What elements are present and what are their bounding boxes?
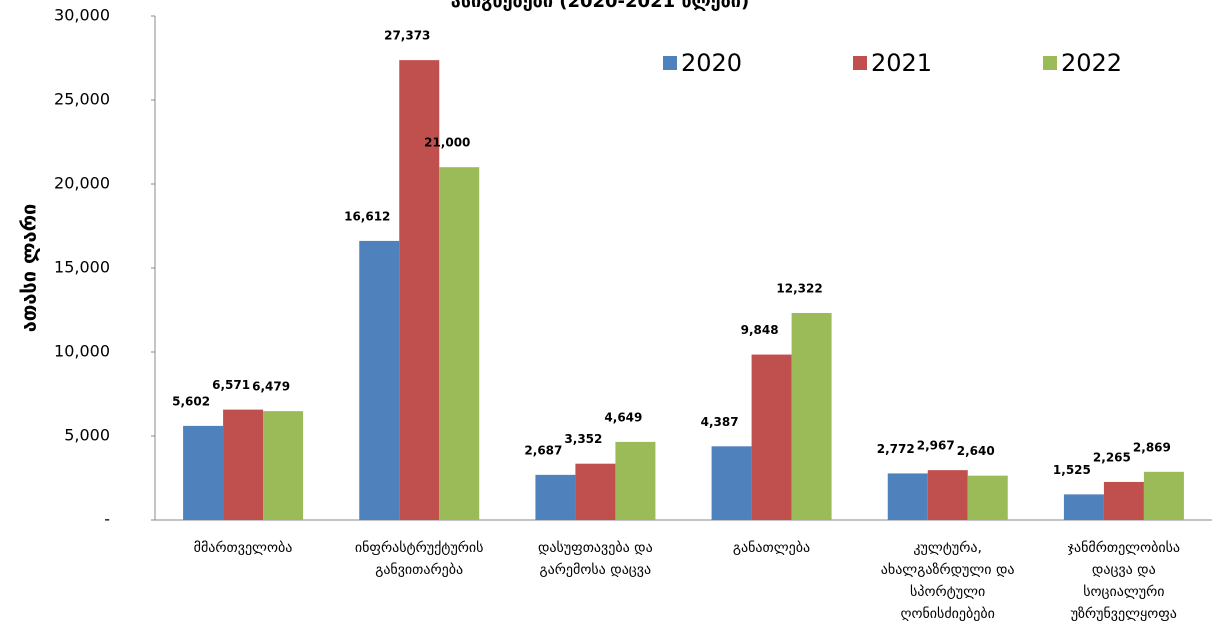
legend-swatch — [663, 56, 677, 70]
bar — [927, 470, 968, 520]
data-label: 6,479 — [252, 380, 290, 394]
bar — [359, 240, 400, 520]
bar — [535, 474, 576, 520]
bar — [751, 354, 792, 520]
data-label: 2,687 — [524, 443, 562, 457]
y-tick-label: 20,000 — [54, 174, 110, 193]
bar — [887, 473, 928, 520]
x-tick-label: კულტურა, ახალგაზრდული და სპორტული ღონისძ… — [880, 540, 1015, 622]
y-axis-label: ათასი ლარი — [17, 204, 41, 333]
data-label: 5,602 — [172, 394, 210, 408]
data-label: 16,612 — [344, 209, 390, 223]
data-label: 1,525 — [1053, 463, 1091, 477]
legend-label: 2021 — [871, 49, 932, 77]
bar — [439, 167, 480, 520]
y-tick-label: 10,000 — [54, 342, 110, 361]
data-label: 27,373 — [384, 29, 430, 43]
legend-swatch — [853, 56, 867, 70]
data-label: 3,352 — [564, 432, 602, 446]
legend-label: 2020 — [681, 49, 742, 77]
data-label: 2,967 — [917, 439, 955, 453]
data-label: 4,649 — [604, 410, 642, 424]
y-tick-label: 5,000 — [64, 426, 110, 445]
x-tick-label: მმართველობა — [193, 540, 293, 556]
x-tick-label: ინფრასტრუქტურის განვითარება — [354, 540, 484, 578]
bar — [263, 411, 304, 520]
data-label: 2,869 — [1133, 440, 1171, 454]
bar — [575, 463, 616, 520]
y-tick-label: 30,000 — [54, 6, 110, 25]
data-label: 2,640 — [957, 444, 995, 458]
y-tick-label: 15,000 — [54, 258, 110, 277]
data-label: 21,000 — [424, 136, 470, 150]
data-label: 2,265 — [1093, 450, 1131, 464]
data-label: 12,322 — [776, 281, 822, 295]
bar — [967, 475, 1008, 520]
bar — [615, 441, 656, 520]
bar — [183, 425, 224, 520]
x-tick-label: დასუფთავება და გარემოსა დაცვა — [537, 540, 653, 578]
bar — [1063, 494, 1104, 520]
chart-title: ასიგნებები (2020-2021 წლები) — [451, 0, 749, 12]
bar — [223, 409, 264, 520]
legend-swatch — [1043, 56, 1057, 70]
data-label: 9,848 — [741, 323, 779, 337]
x-tick-label: ჯანმრთელობისა დაცვა და სოციალური უზრუნვე… — [1067, 540, 1181, 622]
bar — [1103, 481, 1144, 520]
y-tick-label: 25,000 — [54, 90, 110, 109]
data-label: 4,387 — [701, 415, 739, 429]
x-tick-label: განათლება — [732, 540, 811, 556]
data-label: 2,772 — [877, 442, 915, 456]
bar — [1143, 471, 1184, 520]
bar — [711, 446, 752, 520]
bar — [791, 312, 832, 520]
legend-label: 2022 — [1061, 49, 1122, 77]
bar — [399, 60, 440, 520]
y-tick-label: - — [104, 510, 110, 529]
data-label: 6,571 — [212, 378, 250, 392]
